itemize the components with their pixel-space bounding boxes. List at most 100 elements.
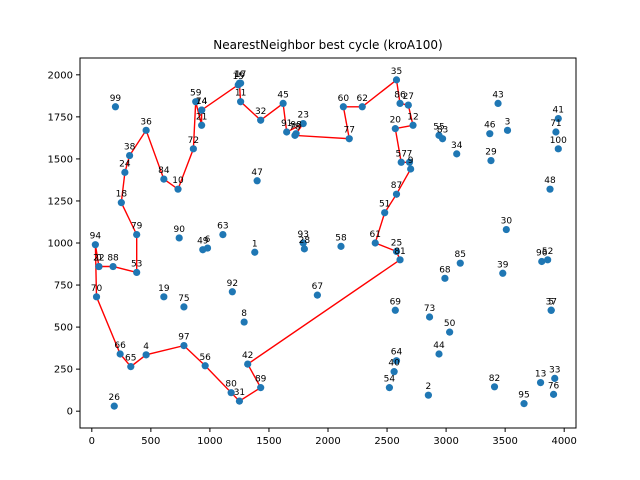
city-label: 79	[131, 222, 143, 232]
x-axis: 0 500 1000 1500 2000 2500 3000 3500 4000	[89, 428, 577, 447]
city-label: 56	[199, 353, 211, 363]
city-point	[397, 158, 405, 166]
city-label: 18	[116, 190, 128, 200]
city-label: 74	[196, 97, 208, 107]
city-label: 45	[277, 90, 288, 100]
city-label: 57	[395, 149, 406, 159]
city-point	[486, 130, 494, 138]
city-label: 61	[370, 230, 381, 240]
city-label: 47	[251, 168, 262, 178]
city-label: 7	[407, 149, 413, 159]
city-label: 34	[451, 141, 463, 151]
city-point	[337, 242, 345, 250]
city-point	[554, 145, 562, 153]
city-point	[453, 150, 461, 158]
city-point	[299, 239, 307, 247]
city-label: 85	[455, 250, 466, 260]
city-point	[174, 185, 182, 193]
y-tick-label: 1500	[48, 154, 73, 165]
city-point	[425, 313, 434, 321]
city-label: 60	[338, 94, 350, 104]
city-label: 20	[390, 116, 402, 126]
city-point	[549, 390, 558, 398]
tour-path	[94, 78, 414, 402]
city-point	[237, 79, 245, 87]
x-tick-label: 1500	[256, 436, 281, 447]
y-tick-label: 2000	[48, 70, 73, 81]
city-label: 19	[158, 284, 170, 294]
city-point	[133, 268, 141, 277]
city-point	[91, 241, 99, 249]
city-point	[409, 121, 417, 129]
city-label: 25	[391, 238, 402, 248]
city-label: 44	[433, 341, 445, 351]
city-label: 83	[437, 126, 448, 136]
city-label: 41	[553, 106, 564, 116]
city-point	[292, 130, 300, 138]
city-label: 2	[426, 382, 432, 392]
city-label: 53	[131, 259, 142, 269]
city-point	[235, 397, 244, 405]
y-tick-label: 1750	[48, 112, 73, 123]
city-point	[536, 378, 545, 387]
city-point	[435, 350, 443, 358]
city-label: 24	[119, 159, 131, 169]
city-label: 17	[235, 70, 246, 80]
y-tick-label: 250	[54, 365, 73, 376]
city-point	[180, 303, 188, 311]
city-point	[494, 99, 502, 108]
city-label: 87	[391, 181, 402, 191]
city-label: 39	[497, 260, 509, 270]
city-point	[404, 101, 412, 109]
city-label: 66	[114, 341, 126, 351]
city-label: 96	[536, 249, 548, 259]
x-tick-label: 3000	[433, 436, 458, 447]
city-point	[499, 269, 507, 277]
tour-line	[94, 78, 414, 402]
city-point	[446, 328, 454, 336]
city-point	[180, 341, 188, 350]
city-label: 15	[233, 72, 244, 82]
city-label: 99	[110, 94, 122, 104]
city-label: 11	[235, 89, 246, 99]
city-label: 36	[140, 117, 152, 127]
city-label: 81	[394, 247, 405, 257]
city-label: 30	[501, 217, 513, 227]
city-label: 6	[205, 235, 211, 245]
city-label: 59	[190, 89, 202, 99]
city-label: 29	[485, 148, 497, 158]
city-label: 67	[312, 282, 323, 292]
city-point	[127, 363, 135, 371]
city-point	[405, 158, 414, 166]
city-point	[424, 391, 432, 399]
city-label: 8	[241, 309, 247, 319]
city-label: 80	[225, 380, 237, 390]
city-label: 75	[178, 294, 189, 304]
city-point	[95, 262, 103, 271]
city-point	[198, 106, 206, 114]
city-label: 21	[196, 112, 207, 122]
city-label: 42	[242, 351, 253, 361]
city-point	[456, 259, 464, 267]
city-point	[396, 99, 404, 108]
city-label: 28	[299, 236, 311, 246]
city-point	[554, 114, 562, 123]
city-point	[133, 230, 141, 239]
city-label: 84	[158, 166, 170, 176]
city-point	[199, 246, 207, 254]
city-label: 76	[548, 381, 560, 391]
city-label: 95	[518, 391, 529, 401]
city-point	[300, 245, 308, 253]
city-label: 54	[384, 375, 396, 385]
city-label: 1	[252, 239, 258, 249]
city-label: 31	[234, 388, 245, 398]
city-label: 38	[124, 143, 136, 153]
city-point	[121, 168, 129, 176]
city-label: 10	[172, 176, 184, 186]
city-point	[438, 135, 447, 143]
city-point	[547, 306, 555, 314]
city-point	[490, 383, 499, 391]
city-point	[198, 121, 206, 129]
city-point	[257, 384, 265, 392]
